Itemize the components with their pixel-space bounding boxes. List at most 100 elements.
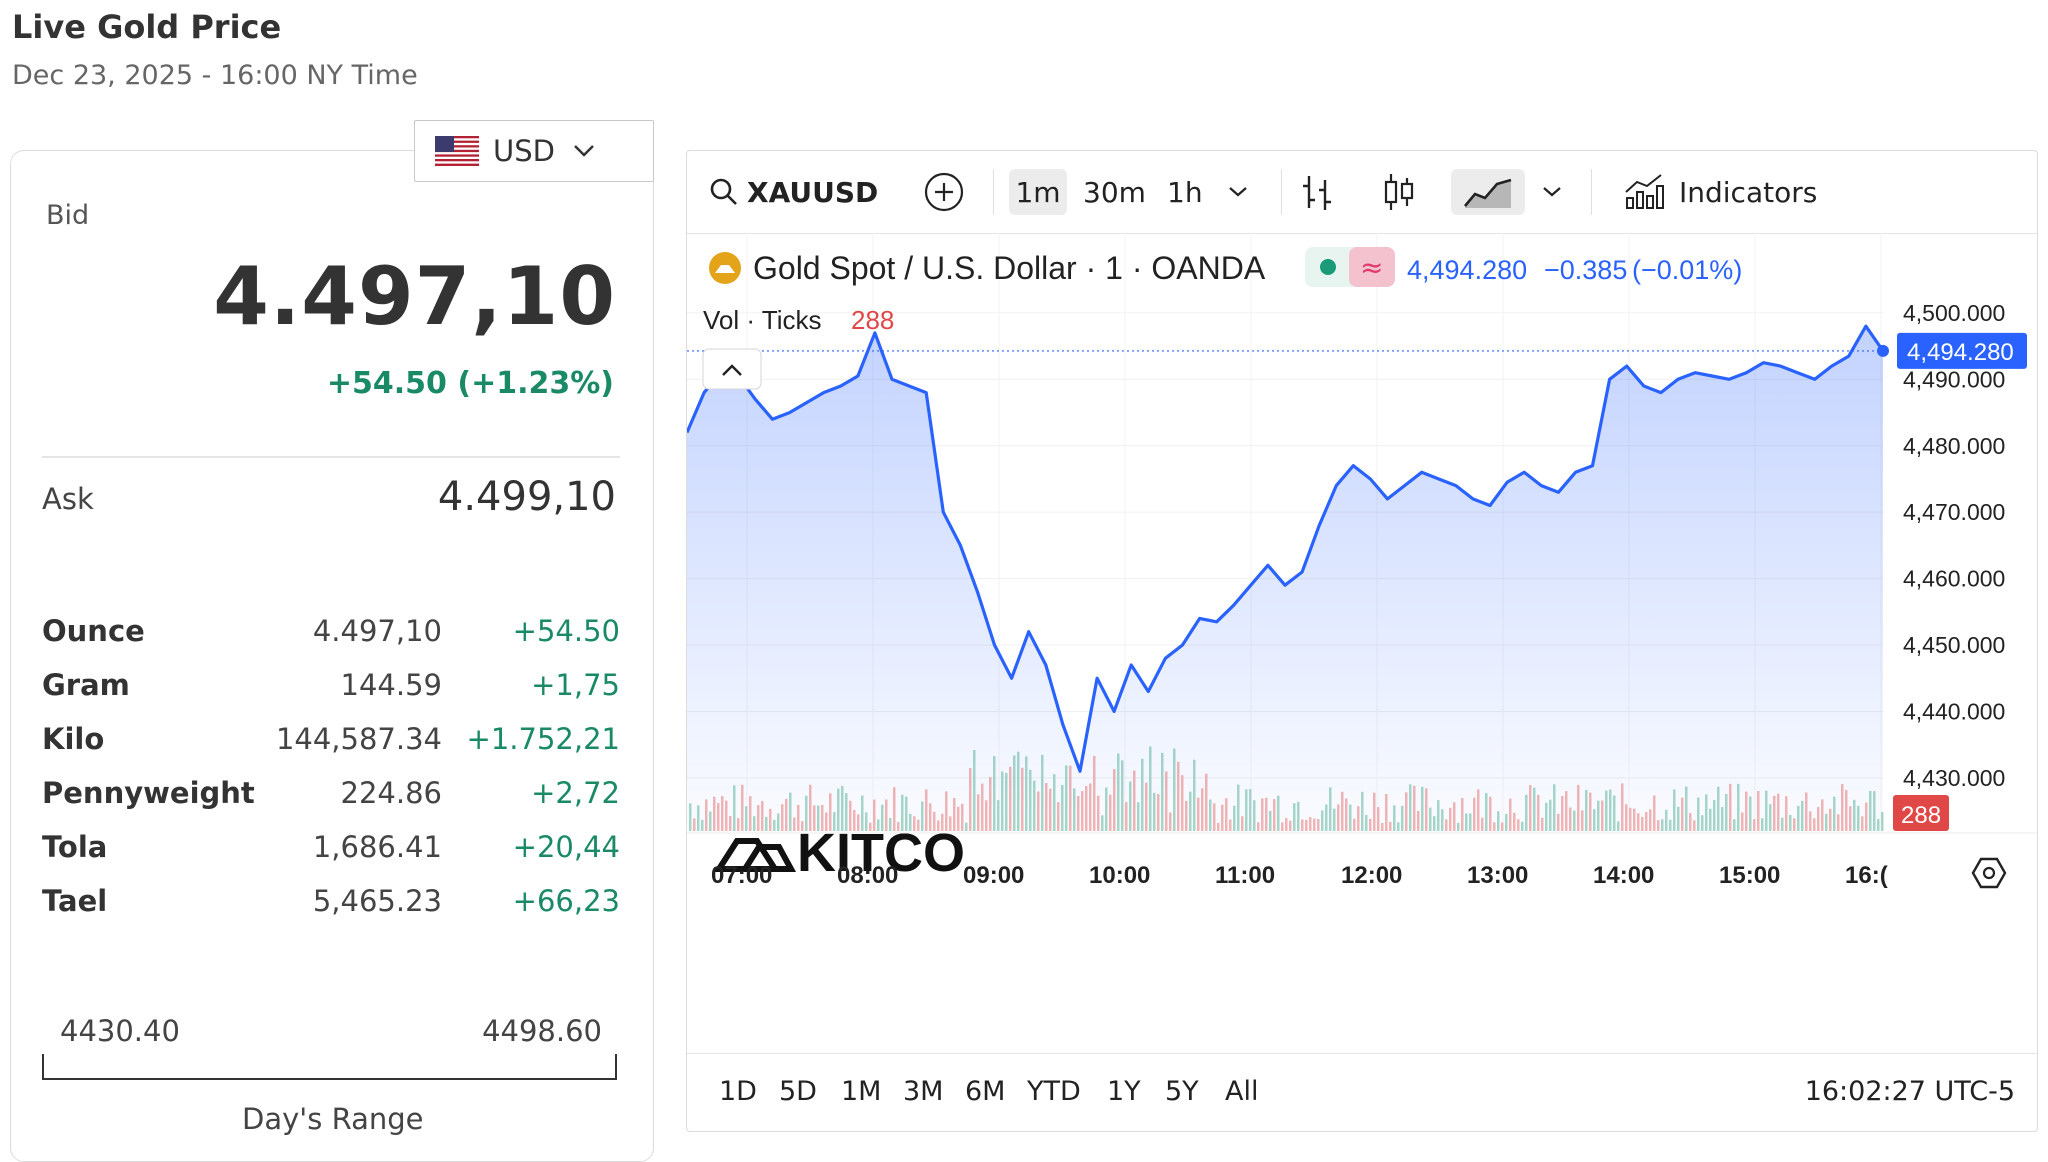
unit-change: +54.50 bbox=[512, 614, 620, 648]
ask-price: 4.499,10 bbox=[437, 474, 616, 520]
last-price-dot bbox=[1877, 344, 1889, 357]
currency-code: USD bbox=[493, 134, 555, 168]
last-price-text: 4,494.280 bbox=[1907, 339, 2014, 366]
day-range-caption: Day's Range bbox=[242, 1102, 424, 1136]
unit-row-ounce: Ounce 4.497,10 +54.50 bbox=[42, 614, 620, 664]
y-tick-label: 4,490.000 bbox=[1903, 366, 2005, 392]
unit-change: +66,23 bbox=[512, 884, 620, 918]
unit-name: Kilo bbox=[42, 722, 105, 756]
bar-chart-style-button[interactable] bbox=[1299, 169, 1335, 215]
gold-bar-shape bbox=[715, 265, 735, 273]
range-1m[interactable]: 1M bbox=[841, 1076, 882, 1107]
chevron-down-icon bbox=[1543, 187, 1561, 197]
unit-name: Pennyweight bbox=[42, 776, 255, 810]
y-tick-label: 4,480.000 bbox=[1903, 433, 2005, 459]
chart-panel: XAUUSD 1m 30m 1h bbox=[686, 150, 2038, 1132]
price-line bbox=[687, 324, 1885, 773]
bid-price: 4.497,10 bbox=[213, 250, 616, 343]
unit-row-tael: Tael 5,465.23 +66,23 bbox=[42, 884, 620, 934]
chart-toolbar: XAUUSD 1m 30m 1h bbox=[687, 151, 2037, 234]
legend-last: 4,494.280 bbox=[1407, 255, 1527, 285]
chart-legend: Gold Spot / U.S. Dollar · 1 · OANDA ≈ 4,… bbox=[703, 247, 1742, 335]
range-bar: 1D 5D 1M 3M 6M YTD 1Y 5Y All 16:02:27 UT… bbox=[687, 1053, 2037, 1131]
unit-row-gram: Gram 144.59 +1,75 bbox=[42, 668, 620, 718]
y-tick-label: 4,430.000 bbox=[1903, 765, 2005, 791]
interval-1h[interactable]: 1h bbox=[1167, 175, 1203, 209]
indicators-button[interactable]: Indicators bbox=[1623, 169, 1817, 215]
x-tick-label: 10:00 bbox=[1089, 862, 1150, 889]
y-tick-label: 4,460.000 bbox=[1903, 566, 2005, 592]
indicators-label: Indicators bbox=[1679, 175, 1818, 209]
range-3m[interactable]: 3M bbox=[903, 1076, 944, 1107]
y-tick-label: 4,500.000 bbox=[1903, 300, 2005, 326]
y-tick-label: 4,450.000 bbox=[1903, 632, 2005, 658]
price-area bbox=[687, 326, 1883, 831]
indicators-icon bbox=[1625, 174, 1664, 209]
unit-change: +20,44 bbox=[512, 830, 620, 864]
unit-price: 144,587.34 bbox=[275, 722, 442, 756]
symbol-label: XAUUSD bbox=[747, 175, 879, 209]
area-chart-icon bbox=[1464, 178, 1512, 208]
bid-label: Bid bbox=[46, 200, 90, 231]
volume-legend-label: Vol · Ticks bbox=[703, 305, 821, 335]
x-tick-label: 11:00 bbox=[1215, 862, 1275, 889]
x-tick-label: 07:00 bbox=[711, 862, 772, 889]
unit-row-kilo: Kilo 144,587.34 +1.752,21 bbox=[42, 722, 620, 772]
x-tick-label: 13:00 bbox=[1467, 862, 1528, 889]
chevron-up-icon bbox=[722, 364, 742, 376]
chart-style-dropdown[interactable] bbox=[1541, 169, 1563, 215]
unit-name: Tael bbox=[42, 884, 108, 918]
range-1y[interactable]: 1Y bbox=[1107, 1076, 1141, 1107]
day-range-high: 4498.60 bbox=[482, 1014, 602, 1048]
chevron-down-icon bbox=[574, 145, 594, 157]
x-tick-label: 08:00 bbox=[837, 862, 898, 889]
range-5y[interactable]: 5Y bbox=[1165, 1076, 1199, 1107]
range-all[interactable]: All bbox=[1225, 1076, 1259, 1107]
price-timestamp: Dec 23, 2025 - 16:00 NY Time bbox=[12, 60, 418, 91]
interval-30m[interactable]: 30m bbox=[1083, 175, 1146, 209]
range-6m[interactable]: 6M bbox=[965, 1076, 1006, 1107]
x-tick-label: 16:( bbox=[1845, 862, 1888, 889]
price-card bbox=[10, 150, 654, 1162]
day-range-low: 4430.40 bbox=[60, 1014, 180, 1048]
collapse-legend-button[interactable] bbox=[702, 348, 762, 390]
price-axis[interactable]: 4,500.000 4,490.000 4,480.000 4,470.000 4,46… bbox=[1903, 300, 2005, 791]
kitco-logo-icon bbox=[713, 838, 797, 872]
volume-last-label: 288 bbox=[1893, 795, 1949, 831]
search-icon bbox=[710, 178, 737, 205]
compare-button[interactable] bbox=[923, 169, 965, 215]
price-chart[interactable]: Gold Spot / U.S. Dollar · 1 · OANDA ≈ 4,… bbox=[687, 233, 2037, 1053]
currency-select[interactable]: USD bbox=[414, 120, 654, 182]
unit-name: Tola bbox=[42, 830, 108, 864]
unit-price: 144.59 bbox=[340, 668, 442, 702]
ohlc-bars-icon bbox=[1303, 176, 1331, 210]
unit-row-pennyweight: Pennyweight 224.86 +2,72 bbox=[42, 776, 620, 826]
divider bbox=[42, 456, 620, 458]
page-title: Live Gold Price bbox=[12, 8, 282, 46]
candle-chart-style-button[interactable] bbox=[1381, 169, 1417, 215]
unit-name: Ounce bbox=[42, 614, 145, 648]
chevron-down-icon bbox=[1229, 187, 1247, 197]
us-flag-icon bbox=[435, 136, 479, 166]
interval-dropdown[interactable] bbox=[1227, 169, 1249, 215]
x-tick-label: 09:00 bbox=[963, 862, 1024, 889]
unit-price: 4.497,10 bbox=[312, 614, 442, 648]
unit-name: Gram bbox=[42, 668, 130, 702]
area-chart-style-button[interactable] bbox=[1451, 169, 1525, 215]
add-circle-icon bbox=[924, 172, 964, 212]
unit-price: 5,465.23 bbox=[312, 884, 442, 918]
chart-settings-button[interactable] bbox=[1971, 857, 2007, 889]
legend-change-pct: (−0.01%) bbox=[1632, 255, 1742, 285]
range-5d[interactable]: 5D bbox=[779, 1076, 817, 1107]
range-ytd[interactable]: YTD bbox=[1027, 1076, 1081, 1107]
range-1d[interactable]: 1D bbox=[719, 1076, 757, 1107]
symbol-search[interactable]: XAUUSD bbox=[709, 169, 878, 215]
chart-clock[interactable]: 16:02:27 UTC-5 bbox=[1804, 1076, 2015, 1107]
x-tick-label: 15:00 bbox=[1719, 862, 1780, 889]
y-tick-label: 4,470.000 bbox=[1903, 499, 2005, 525]
unit-change: +1,75 bbox=[531, 668, 620, 702]
time-axis[interactable]: 07:00 08:00 09:00 10:00 11:00 12:00 13:00 14:00… bbox=[711, 862, 1888, 889]
legend-title: Gold Spot / U.S. Dollar · 1 · OANDA bbox=[753, 250, 1266, 286]
unit-change: +2,72 bbox=[531, 776, 620, 810]
interval-1m[interactable]: 1m bbox=[1009, 169, 1067, 215]
